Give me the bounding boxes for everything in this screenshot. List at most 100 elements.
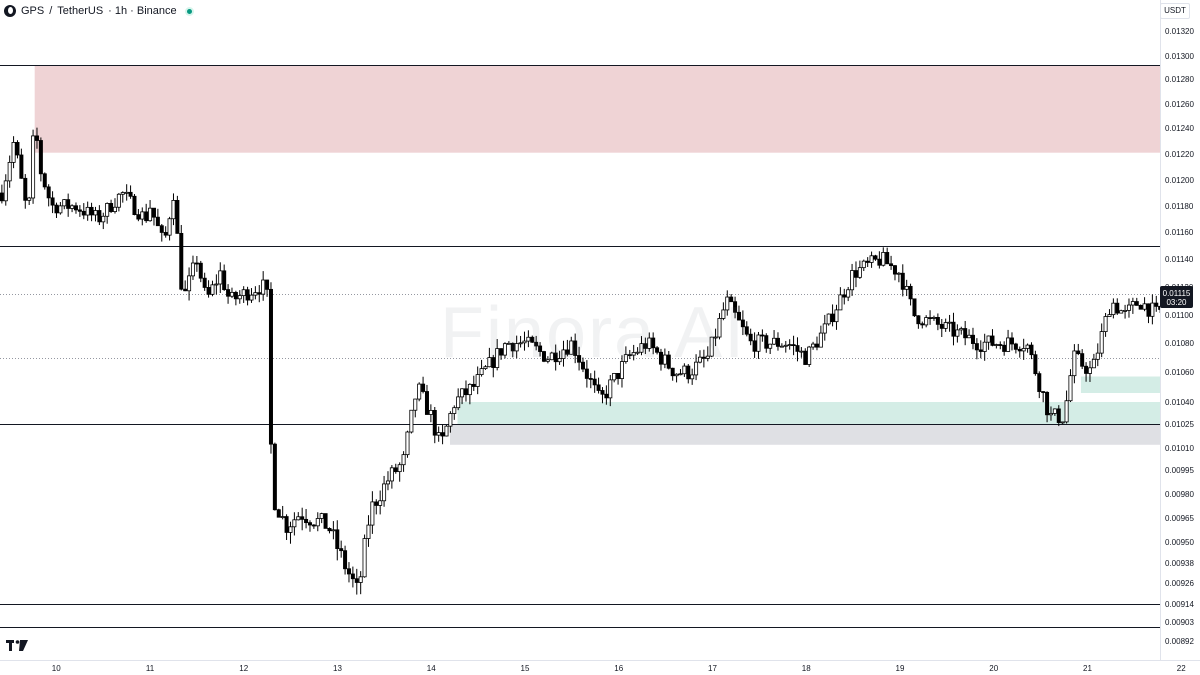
candle-body-up xyxy=(822,323,827,334)
candle xyxy=(1119,309,1124,314)
symbol-label: GPS xyxy=(21,5,45,17)
candle xyxy=(666,351,671,370)
candle xyxy=(171,193,176,226)
x-tick-label: 21 xyxy=(1083,664,1092,673)
candle xyxy=(424,384,429,415)
candle-body-down xyxy=(179,232,184,290)
candle xyxy=(31,129,36,204)
candle xyxy=(253,286,258,300)
candle xyxy=(1048,406,1053,421)
y-tick-label: 0.01200 xyxy=(1165,176,1194,185)
candle-body-down xyxy=(323,513,328,529)
candle xyxy=(822,314,827,341)
currency-button[interactable]: USDT xyxy=(1160,3,1190,19)
candle-body-up xyxy=(7,161,12,182)
candle xyxy=(584,360,589,388)
candle-body-up xyxy=(682,365,687,375)
candle-body-up xyxy=(924,317,929,326)
x-tick-label: 20 xyxy=(989,664,998,673)
candle xyxy=(183,280,188,292)
candle-body-up xyxy=(694,361,699,376)
candle xyxy=(651,332,656,355)
candle-body-up xyxy=(444,425,449,437)
candle-body-down xyxy=(73,205,78,211)
candle-body-down xyxy=(1041,391,1046,393)
candle-body-up xyxy=(190,262,195,277)
candle xyxy=(935,313,940,331)
candle xyxy=(66,193,71,217)
candle-body-down xyxy=(15,142,20,156)
candle xyxy=(151,207,156,226)
candle xyxy=(1146,303,1151,324)
candle-body-down xyxy=(77,209,82,212)
candle-body-down xyxy=(202,277,207,288)
candle xyxy=(499,348,504,360)
grey-zone xyxy=(450,424,1160,445)
candle xyxy=(573,333,578,364)
candle-body-up xyxy=(904,285,909,290)
candle xyxy=(452,405,457,420)
y-tick-label: 0.01025 xyxy=(1165,420,1194,429)
candle xyxy=(678,369,683,376)
candle xyxy=(202,272,207,291)
candle-body-up xyxy=(479,368,484,375)
candle xyxy=(401,451,406,472)
candle-body-up xyxy=(674,373,679,377)
candle xyxy=(34,127,39,149)
candle-body-up xyxy=(1006,337,1011,352)
candle xyxy=(374,499,379,515)
candle xyxy=(1099,323,1104,358)
candle xyxy=(838,287,843,311)
candle xyxy=(639,336,644,356)
bar-countdown: 03:20 xyxy=(1166,298,1187,307)
candle-body-down xyxy=(268,288,273,445)
candle xyxy=(643,337,648,355)
candle-body-down xyxy=(974,343,979,351)
candle-body-down xyxy=(440,432,445,437)
candle xyxy=(1080,349,1085,370)
candle xyxy=(362,534,367,578)
candle xyxy=(818,325,823,348)
x-tick-label: 19 xyxy=(896,664,905,673)
candle xyxy=(1037,371,1042,399)
y-tick-label: 0.00892 xyxy=(1165,637,1194,646)
candle xyxy=(1068,369,1073,403)
symbol-header[interactable]: GPS / TetherUS · 1h · Binance xyxy=(4,3,198,19)
candle xyxy=(237,290,242,304)
candle xyxy=(1060,421,1065,425)
candle xyxy=(764,333,769,353)
candle-body-up xyxy=(456,396,461,409)
y-tick-label: 0.01140 xyxy=(1165,255,1194,264)
candle-body-down xyxy=(686,365,691,380)
candle xyxy=(38,137,43,182)
candle xyxy=(77,205,82,217)
candle-body-down xyxy=(651,337,656,349)
candle xyxy=(23,174,28,209)
candle-body-up xyxy=(370,501,375,526)
candle xyxy=(662,348,667,369)
candle xyxy=(951,312,956,346)
candle-body-down xyxy=(655,347,660,353)
candle-body-up xyxy=(959,328,964,331)
candle-body-up xyxy=(116,193,121,208)
candle xyxy=(725,290,730,316)
candle xyxy=(1134,297,1139,306)
candle xyxy=(413,398,418,418)
candle-body-down xyxy=(928,317,933,319)
candle-body-down xyxy=(538,345,543,352)
candle xyxy=(307,520,312,532)
candle-body-up xyxy=(955,329,960,337)
candle xyxy=(93,206,98,222)
candle-body-up xyxy=(725,296,730,311)
candle-body-up xyxy=(436,432,441,436)
candle-body-up xyxy=(846,289,851,298)
candle xyxy=(795,337,800,362)
candle xyxy=(619,355,624,388)
candle xyxy=(214,274,219,295)
candle-body-up xyxy=(522,340,527,344)
candle-body-down xyxy=(892,265,897,275)
candle xyxy=(900,264,905,297)
candle xyxy=(163,226,168,238)
candle xyxy=(853,261,858,288)
